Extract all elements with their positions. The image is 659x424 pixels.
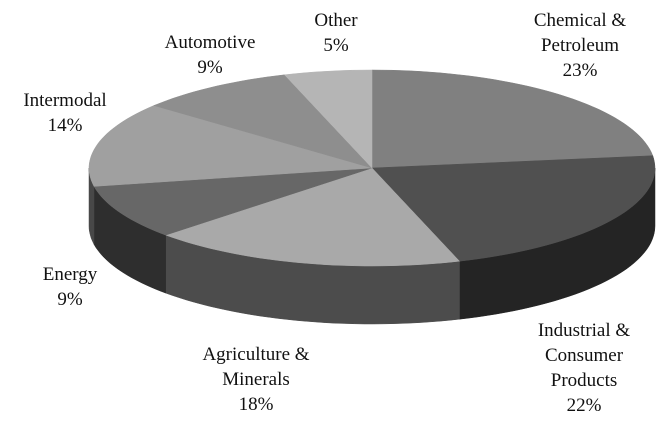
percent-label: 5% — [323, 35, 349, 56]
percent-label: 23% — [562, 60, 598, 81]
percent-label: 14% — [47, 115, 83, 136]
category-label: Chemical & Petroleum — [533, 10, 627, 56]
category-label: Energy — [42, 264, 98, 285]
slice — [164, 167, 461, 267]
percent-label: 22% — [566, 395, 602, 416]
percent-label: 9% — [57, 289, 83, 310]
slice — [371, 69, 654, 169]
slice — [283, 69, 373, 169]
category-label: Agriculture & Minerals — [202, 344, 310, 390]
slice-label: Energy 9% — [25, 262, 115, 312]
slice — [93, 167, 373, 236]
slice — [371, 155, 656, 262]
slice-label: Agriculture & Minerals 18% — [181, 342, 331, 417]
percent-label: 18% — [238, 394, 274, 415]
category-label: Automotive — [164, 32, 256, 53]
slice-label: Other 5% — [296, 8, 376, 58]
slice — [153, 74, 373, 169]
category-label: Intermodal — [23, 90, 107, 111]
slice-label: Automotive 9% — [155, 30, 265, 80]
category-label: Industrial & Consumer Products — [537, 320, 631, 391]
category-label: Other — [314, 10, 358, 31]
percent-label: 9% — [197, 57, 223, 78]
slice-label: Intermodal 14% — [10, 88, 120, 138]
slice — [88, 105, 373, 187]
slice-label: Industrial & Consumer Products 22% — [527, 318, 642, 418]
slice-label: Chemical & Petroleum 23% — [520, 8, 640, 83]
